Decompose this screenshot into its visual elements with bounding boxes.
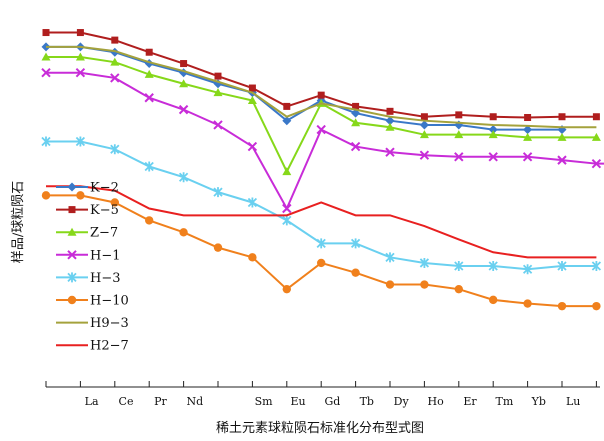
series-k5-point xyxy=(421,113,428,120)
legend-item-k5: K−5 xyxy=(56,203,119,218)
legend-label: H−1 xyxy=(90,248,121,263)
x-tick-label: Nd xyxy=(186,395,203,408)
x-tick-label: Tb xyxy=(360,395,374,408)
series-h10-point xyxy=(145,216,153,224)
series-k5-point xyxy=(111,37,118,44)
legend-label: H2−7 xyxy=(90,339,129,354)
x-tick-label: Yb xyxy=(531,395,546,408)
plot-area: La Ce Pr Nd Sm Eu Gd Tb Dy Ho Er Tm Yb Lu K−2 K−5 Z−7 H−… xyxy=(42,29,604,408)
x-axis-title: 稀土元素球粒陨石标准化分布型式图 xyxy=(216,421,424,436)
series-h1 xyxy=(42,69,604,213)
series-h3-line xyxy=(46,141,596,269)
legend-item-h93: H9−3 xyxy=(56,316,129,331)
series-k5-point xyxy=(318,92,325,99)
series-k5-point xyxy=(387,108,394,115)
series-h10-point xyxy=(179,228,187,236)
legend-item-h27: H2−7 xyxy=(56,339,129,354)
series-h10-point xyxy=(523,299,531,307)
series-k5-point xyxy=(455,111,462,118)
x-tick-label: Lu xyxy=(566,395,580,408)
series-h1-point xyxy=(317,126,325,134)
legend-label: K−2 xyxy=(90,181,119,196)
series-h10-point xyxy=(76,191,84,199)
legend-item-k2: K−2 xyxy=(56,181,119,196)
series-h10-point xyxy=(386,280,394,288)
x-tick-label: Ho xyxy=(427,395,444,408)
x-ticks: La Ce Pr Nd Sm Eu Gd Tb Dy Ho Er Tm Yb Lu xyxy=(46,381,596,408)
series-h93-line xyxy=(46,47,596,127)
legend-item-z7: Z−7 xyxy=(56,226,118,241)
legend-point xyxy=(69,206,76,213)
x-tick-label: Er xyxy=(463,395,477,408)
series-k5-point xyxy=(146,49,153,56)
series-h10-point xyxy=(283,285,291,293)
series-h1-point xyxy=(248,143,256,151)
series-h10-point xyxy=(248,253,256,261)
series-h1-point xyxy=(283,205,291,213)
series-h10-line xyxy=(46,195,596,306)
series-h1-point xyxy=(214,121,222,129)
series-h10-point xyxy=(489,296,497,304)
x-tick-label: Gd xyxy=(324,395,340,408)
series-h3-point xyxy=(283,215,291,225)
legend-label: H−3 xyxy=(90,271,121,286)
legend-label: H−10 xyxy=(90,294,129,309)
x-tick-label: La xyxy=(85,395,99,408)
series-z7-line xyxy=(46,57,596,172)
series-k2 xyxy=(42,42,567,134)
series-h10-point xyxy=(592,302,600,310)
series-z7-point xyxy=(282,167,291,175)
legend-label: K−5 xyxy=(90,203,119,218)
series-k5-point xyxy=(43,29,50,36)
series-layer xyxy=(42,29,604,310)
series-k5-point xyxy=(283,103,290,110)
legend: K−2 K−5 Z−7 H−1 H−3 H−10 H9−3 H2−7 xyxy=(56,181,129,354)
legend-point xyxy=(68,296,76,304)
x-tick-label: Pr xyxy=(154,395,167,408)
series-k5-point xyxy=(77,29,84,36)
series-k5-point xyxy=(524,114,531,121)
x-tick-label: Ce xyxy=(119,395,134,408)
series-h10 xyxy=(42,191,601,310)
x-tick-label: Eu xyxy=(290,395,305,408)
series-k5-point xyxy=(593,113,600,120)
series-h10-point xyxy=(420,280,428,288)
series-h1-line xyxy=(46,73,604,209)
series-k5-point xyxy=(249,85,256,92)
series-k5-point xyxy=(559,113,566,120)
x-tick-label: Sm xyxy=(255,395,274,408)
series-h10-point xyxy=(558,302,566,310)
legend-item-h1: H−1 xyxy=(56,248,121,263)
series-k5 xyxy=(43,29,600,121)
x-tick-label: Dy xyxy=(394,395,410,408)
series-h10-point xyxy=(214,243,222,251)
legend-label: H9−3 xyxy=(90,316,129,331)
series-k5-point xyxy=(180,60,187,67)
legend-label: Z−7 xyxy=(90,226,118,241)
series-h10-point xyxy=(317,259,325,267)
y-axis-title: 样品/球粒陨石 xyxy=(11,181,26,263)
series-h10-point xyxy=(351,268,359,276)
x-tick-label: Tm xyxy=(496,395,514,408)
series-k5-point xyxy=(215,73,222,80)
series-h10-point xyxy=(42,191,50,199)
series-k5-point xyxy=(490,113,497,120)
series-h93 xyxy=(46,47,596,127)
series-h10-point xyxy=(455,285,463,293)
legend-item-h10: H−10 xyxy=(56,294,129,309)
legend-point xyxy=(68,183,77,192)
legend-item-h3: H−3 xyxy=(56,271,121,286)
